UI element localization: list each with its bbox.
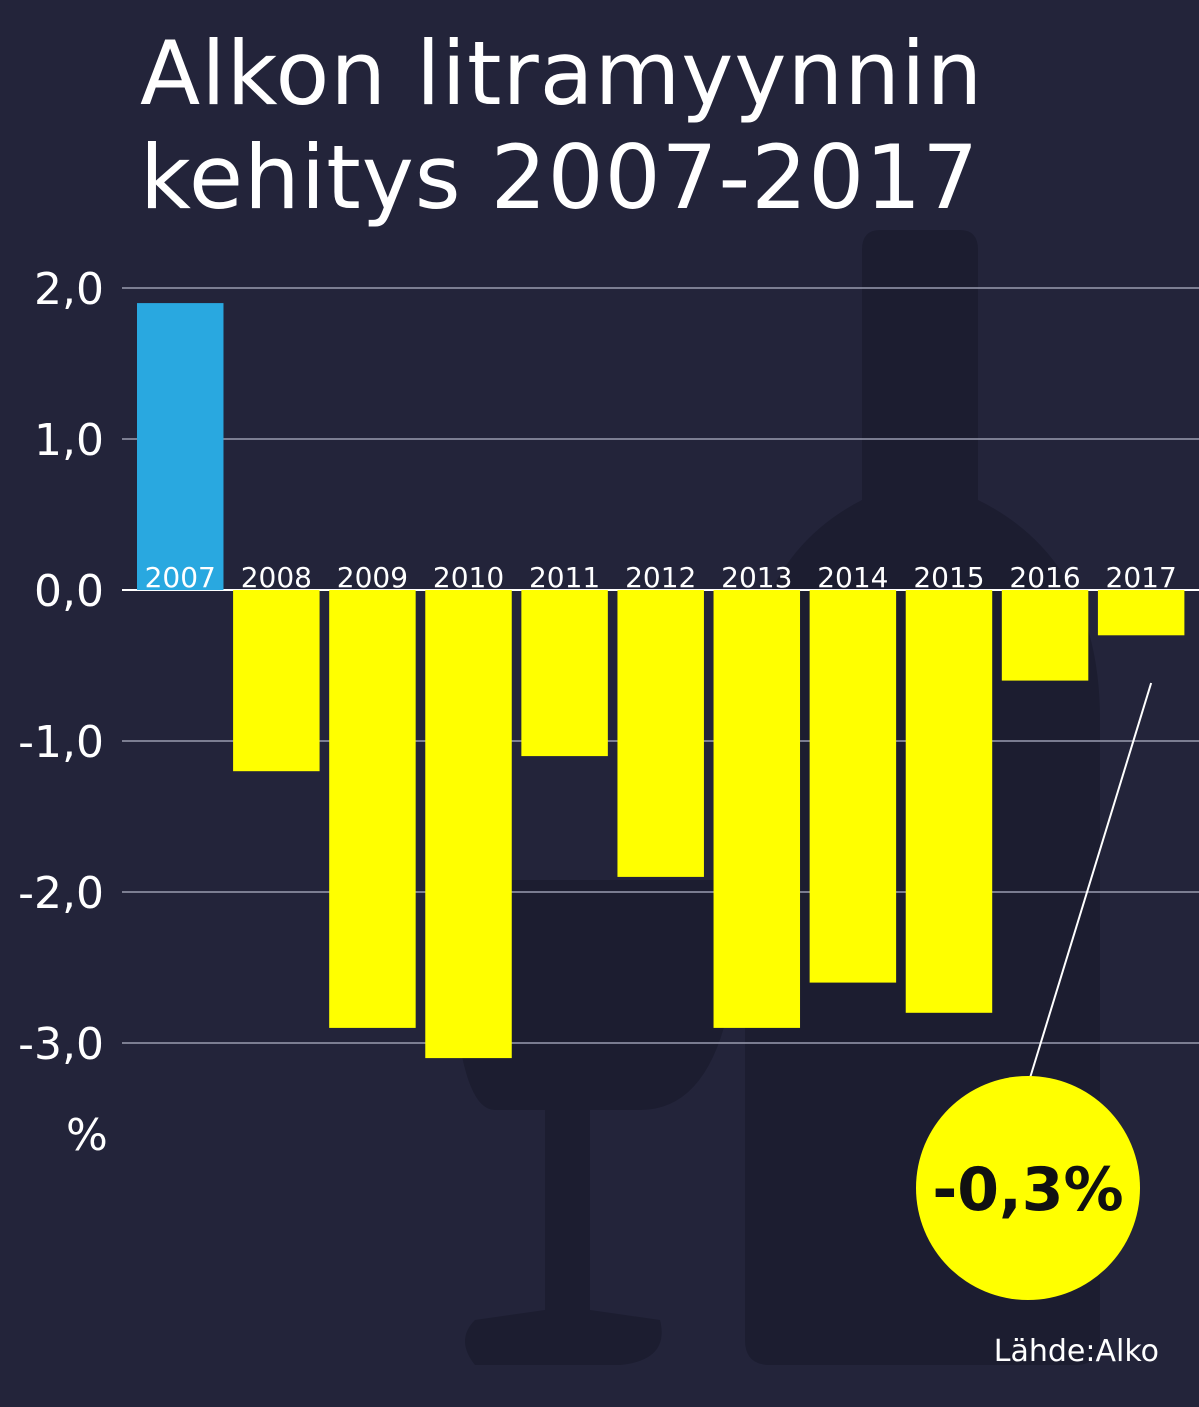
y-tick-labels: 2,0 1,0 0,0 -1,0 -2,0 -3,0	[18, 264, 104, 1070]
bar	[329, 590, 416, 1028]
x-tick-label: 2007	[145, 561, 216, 594]
x-tick-label: 2009	[337, 561, 408, 594]
y-tick-label: 2,0	[34, 264, 104, 315]
bar	[137, 303, 224, 590]
x-tick-label: 2014	[817, 561, 888, 594]
x-tick-label: 2015	[913, 561, 984, 594]
x-tick-labels: 2007 2008 2009 2010 2011 2012 2013 2014 2015 2016…	[145, 561, 1177, 594]
y-tick-label: -2,0	[18, 868, 104, 919]
x-tick-label: 2016	[1009, 561, 1080, 594]
y-axis-unit: %	[66, 1110, 108, 1161]
x-tick-label: 2011	[529, 561, 600, 594]
x-tick-label: 2017	[1106, 561, 1177, 594]
bar	[233, 590, 320, 772]
x-tick-label: 2010	[433, 561, 504, 594]
bar	[425, 590, 512, 1059]
bar	[617, 590, 704, 877]
bar	[809, 590, 897, 983]
y-tick-label: -1,0	[18, 717, 104, 768]
callout-label: -0,3%	[932, 1155, 1123, 1225]
chart-title: Alkon litramyynnin kehitys 2007-2017	[140, 22, 984, 229]
y-tick-label: 1,0	[34, 415, 104, 466]
bar	[1097, 590, 1185, 636]
callout-circle	[916, 1076, 1140, 1300]
x-tick-label: 2012	[625, 561, 696, 594]
bar	[1001, 590, 1089, 681]
source-label: Lähde:Alko	[993, 1334, 1159, 1369]
bars	[137, 303, 1185, 1059]
callout: -0,3%	[916, 682, 1153, 1300]
x-tick-label: 2008	[241, 561, 312, 594]
y-tick-label: -3,0	[18, 1019, 104, 1070]
bar	[905, 590, 993, 1013]
callout-line	[1029, 682, 1153, 1079]
y-tick-label: 0,0	[34, 566, 104, 617]
bar	[713, 590, 801, 1028]
x-tick-label: 2013	[721, 561, 792, 594]
bar	[521, 590, 608, 757]
